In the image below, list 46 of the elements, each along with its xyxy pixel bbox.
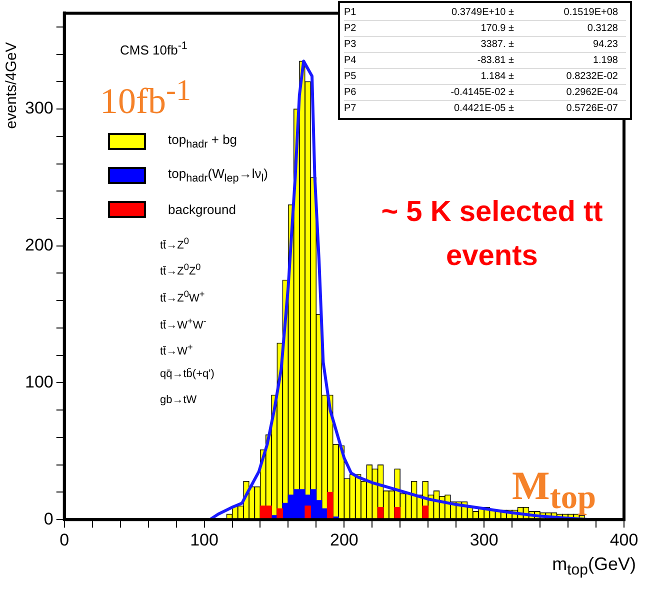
annotation: 0.4421E-05 ± xyxy=(453,103,514,114)
x-tick-label: 100 xyxy=(190,530,218,550)
annotation: P4 xyxy=(344,55,358,66)
annotation: tt̄→W$^{+}$W$^{-}$ xyxy=(160,316,206,332)
annotation: 0.5726E-07 xyxy=(565,103,618,114)
legend-label: background xyxy=(168,202,236,216)
y-tick-label: 100 xyxy=(24,372,54,392)
annotation: -83.81 ± xyxy=(476,55,514,66)
legend-label: top$_{hadr}$ + bg xyxy=(168,132,238,150)
annotation: P6 xyxy=(344,87,358,98)
annotation: 94.23 xyxy=(592,39,618,50)
y-axis-title: events/4GeV xyxy=(2,42,20,128)
annotation: 0.8232E-02 xyxy=(565,71,618,82)
annotation: tt̄→W$^{+}$ xyxy=(160,342,193,358)
annotation: 170.9 ± xyxy=(480,23,514,34)
x-axis-title: m$_{top}$(GeV) xyxy=(552,554,636,579)
annotation: qq̄→tb̄(+q') xyxy=(160,368,214,380)
annotation: 0.3128 xyxy=(586,23,618,34)
annotation: 1.184 ± xyxy=(480,71,514,82)
annotation: 0.1519E+08 xyxy=(562,7,618,18)
annotation: P5 xyxy=(344,71,358,82)
y-tick-label: 0 xyxy=(44,509,54,528)
annotation: 0.3749E+10 ± xyxy=(450,7,514,18)
annotation: CMS 10fb$^{-1}$ xyxy=(120,40,188,58)
annotation: 10fb$^{-1}$ xyxy=(100,74,191,122)
annotation: tt̄→Z$^{0}$W$^{+}$ xyxy=(160,289,205,305)
annotation: P7 xyxy=(344,103,358,114)
x-tick-label: 400 xyxy=(610,530,638,550)
legend-label: top$_{hadr}$(W$_{lep}$→lν$_{l}$) xyxy=(168,166,268,184)
x-tick-label: 300 xyxy=(470,530,498,550)
annotation: M$_{top}$ xyxy=(512,462,596,517)
annotation: -0.4145E-02 ± xyxy=(450,87,514,98)
annotation: ~ 5 K selected tt events xyxy=(380,195,604,274)
x-tick-label: 0 xyxy=(60,530,70,550)
annotation: tt̄→Z$^{0}$ xyxy=(160,236,189,252)
annotation: 0.2962E-04 xyxy=(565,87,618,98)
annotation: gb→tW xyxy=(160,394,197,406)
y-tick-label: 200 xyxy=(24,236,54,255)
annotation: 3387. ± xyxy=(480,39,514,50)
x-tick-label: 200 xyxy=(330,530,358,550)
annotation: 1.198 xyxy=(592,55,618,66)
annotation: tt̄→Z$^{0}$Z$^{0}$ xyxy=(160,262,201,278)
annotation: P2 xyxy=(344,23,358,34)
y-tick-label: 300 xyxy=(24,98,54,118)
annotation: P1 xyxy=(344,7,358,18)
annotation: P3 xyxy=(344,39,358,50)
